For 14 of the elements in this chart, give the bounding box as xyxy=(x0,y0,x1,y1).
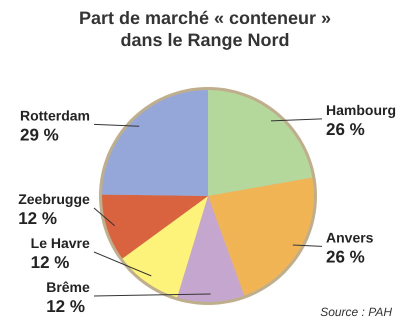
chart-title: Part de marché « conteneur » dans le Range Nord xyxy=(78,8,332,50)
slice-label: Zeebrugge xyxy=(18,191,90,207)
data-label: 29 % xyxy=(20,125,59,144)
source-note: Source : PAH xyxy=(320,305,392,319)
slice-label: Brême xyxy=(46,279,90,295)
slice-label: Hambourg xyxy=(326,102,396,118)
data-label: 26 % xyxy=(326,247,365,266)
slice-label: Anvers xyxy=(326,229,374,246)
data-label: 26 % xyxy=(326,120,365,139)
data-label: 12 % xyxy=(18,209,57,228)
data-label: 12 % xyxy=(30,253,70,272)
slice-label: Rotterdam xyxy=(20,107,90,124)
slice-label: Le Havre xyxy=(30,235,90,251)
data-label: 12 % xyxy=(46,297,85,316)
